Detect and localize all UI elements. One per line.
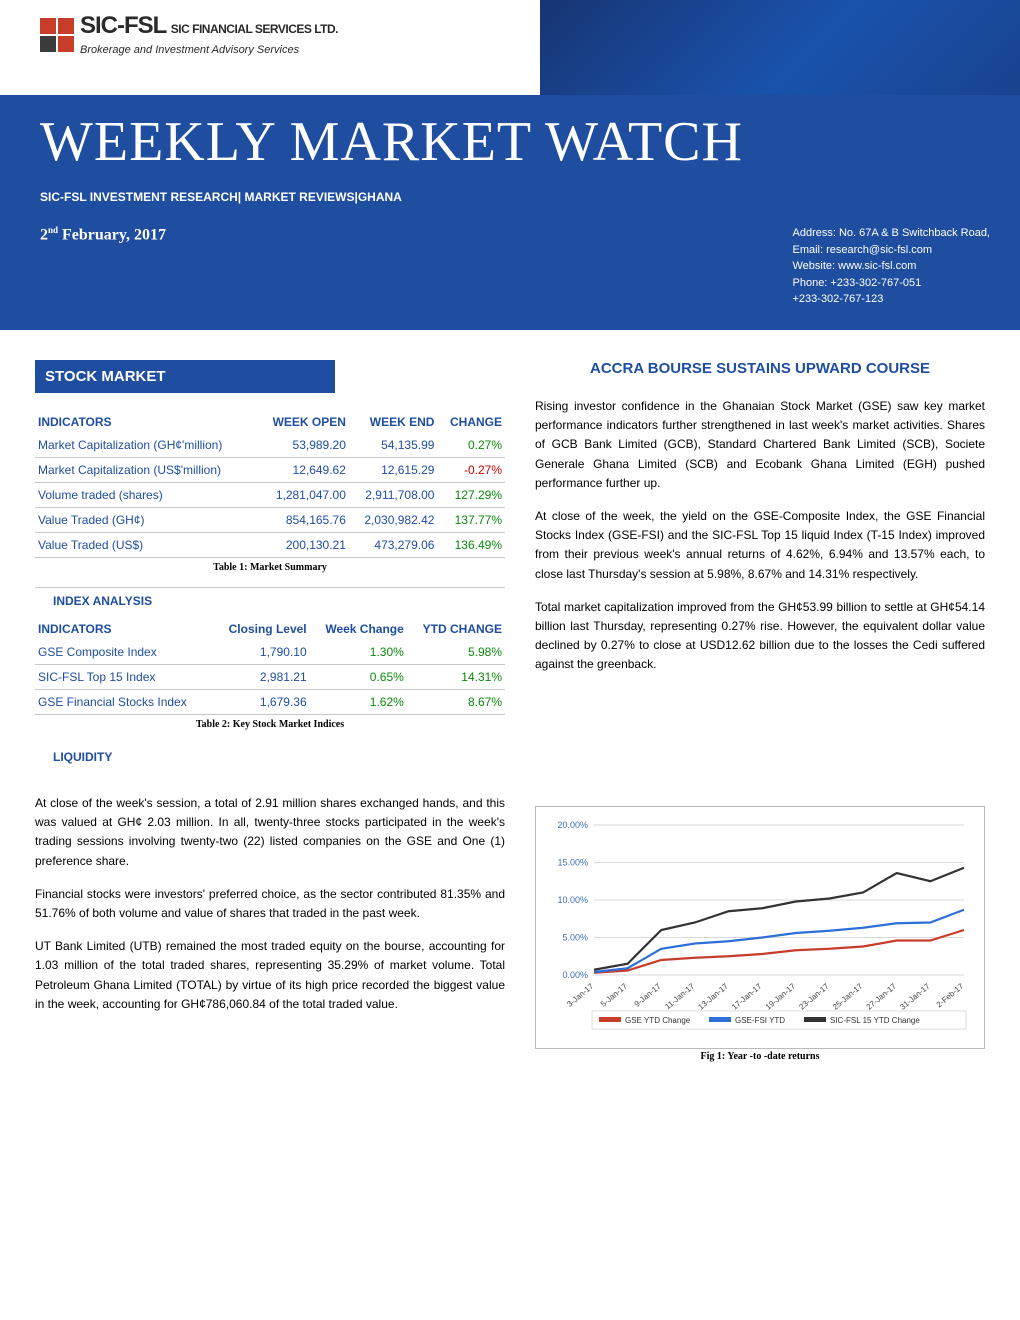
chart-caption: Fig 1: Year -to -date returns — [535, 1051, 985, 1062]
liquidity-para: At close of the week's session, a total … — [35, 794, 505, 871]
svg-text:20.00%: 20.00% — [557, 820, 588, 830]
svg-text:2-Feb-17: 2-Feb-17 — [935, 981, 966, 1009]
svg-text:GSE-FSI YTD: GSE-FSI YTD — [735, 1016, 785, 1025]
article-title: ACCRA BOURSE SUSTAINS UPWARD COURSE — [535, 360, 985, 377]
liquidity-para: Financial stocks were investors' preferr… — [35, 885, 505, 923]
right-column: ACCRA BOURSE SUSTAINS UPWARD COURSE Risi… — [535, 360, 985, 774]
lower-content: At close of the week's session, a total … — [0, 794, 1020, 1062]
stock-market-header: STOCK MARKET — [35, 360, 335, 393]
svg-text:31-Jan-17: 31-Jan-17 — [898, 981, 932, 1011]
svg-text:15.00%: 15.00% — [557, 858, 588, 868]
svg-text:0.00%: 0.00% — [562, 970, 588, 980]
header: SIC-FSL SIC FINANCIAL SERVICES LTD. Brok… — [0, 0, 1020, 330]
logo-company: SIC FINANCIAL SERVICES LTD. — [171, 22, 338, 36]
content-columns: STOCK MARKET INDICATORSWEEK OPENWEEK END… — [0, 330, 1020, 794]
table-row: GSE Financial Stocks Index1,679.361.62%8… — [35, 690, 505, 715]
page-subtitle: SIC-FSL INVESTMENT RESEARCH| MARKET REVI… — [40, 190, 402, 204]
svg-text:23-Jan-17: 23-Jan-17 — [797, 981, 831, 1011]
svg-text:25-Jan-17: 25-Jan-17 — [831, 981, 865, 1011]
liquidity-label: LIQUIDITY — [35, 744, 505, 774]
page-title: WEEKLY MARKET WATCH — [40, 110, 743, 174]
svg-text:13-Jan-17: 13-Jan-17 — [696, 981, 730, 1011]
index-analysis-table: INDICATORSClosing LevelWeek ChangeYTD CH… — [35, 618, 505, 715]
svg-text:SIC-FSL 15 YTD Change: SIC-FSL 15 YTD Change — [830, 1016, 920, 1025]
article-para: At close of the week, the yield on the G… — [535, 507, 985, 584]
report-date: 2nd February, 2017 — [40, 225, 166, 244]
svg-text:11-Jan-17: 11-Jan-17 — [663, 981, 696, 1011]
contact-info: Address: No. 67A & B Switchback Road, Em… — [793, 225, 991, 308]
table-row: Market Capitalization (US$'million)12,64… — [35, 458, 505, 483]
article-para: Total market capitalization improved fro… — [535, 598, 985, 675]
svg-text:17-Jan-17: 17-Jan-17 — [730, 981, 764, 1011]
table2-caption: Table 2: Key Stock Market Indices — [35, 719, 505, 730]
svg-text:5.00%: 5.00% — [562, 933, 588, 943]
index-analysis-label: INDEX ANALYSIS — [35, 587, 505, 618]
market-summary-table: INDICATORSWEEK OPENWEEK ENDCHANGE Market… — [35, 411, 505, 558]
svg-text:9-Jan-17: 9-Jan-17 — [633, 981, 663, 1009]
table-row: GSE Composite Index1,790.101.30%5.98% — [35, 640, 505, 665]
ytd-returns-chart: 0.00% 5.00% 10.00% 15.00% 20.00% 3-Jan-175-Ja… — [535, 806, 985, 1049]
svg-text:10.00%: 10.00% — [557, 895, 588, 905]
table-row: Value Traded (US$)200,130.21473,279.0613… — [35, 533, 505, 558]
svg-text:27-Jan-17: 27-Jan-17 — [865, 981, 899, 1011]
table-row: SIC-FSL Top 15 Index2,981.210.65%14.31% — [35, 665, 505, 690]
table1-caption: Table 1: Market Summary — [35, 562, 505, 573]
liquidity-para: UT Bank Limited (UTB) remained the most … — [35, 937, 505, 1014]
table-row: Value Traded (GH¢)854,165.762,030,982.42… — [35, 508, 505, 533]
svg-text:5-Jan-17: 5-Jan-17 — [599, 981, 629, 1009]
svg-text:GSE YTD Change: GSE YTD Change — [625, 1016, 691, 1025]
table-row: Volume traded (shares)1,281,047.002,911,… — [35, 483, 505, 508]
liquidity-text: At close of the week's session, a total … — [35, 794, 505, 1062]
logo-tagline: Brokerage and Investment Advisory Servic… — [80, 44, 299, 56]
article-para: Rising investor confidence in the Ghanai… — [535, 397, 985, 493]
svg-text:3-Jan-17: 3-Jan-17 — [565, 981, 595, 1009]
table-row: Market Capitalization (GH¢'million)53,98… — [35, 433, 505, 458]
chart-container: 0.00% 5.00% 10.00% 15.00% 20.00% 3-Jan-175-Ja… — [535, 794, 985, 1062]
logo-brand: SIC-FSL — [80, 12, 166, 39]
logo-squares-icon — [40, 18, 74, 52]
svg-text:19-Jan-17: 19-Jan-17 — [764, 981, 798, 1011]
left-column: STOCK MARKET INDICATORSWEEK OPENWEEK END… — [35, 360, 505, 774]
